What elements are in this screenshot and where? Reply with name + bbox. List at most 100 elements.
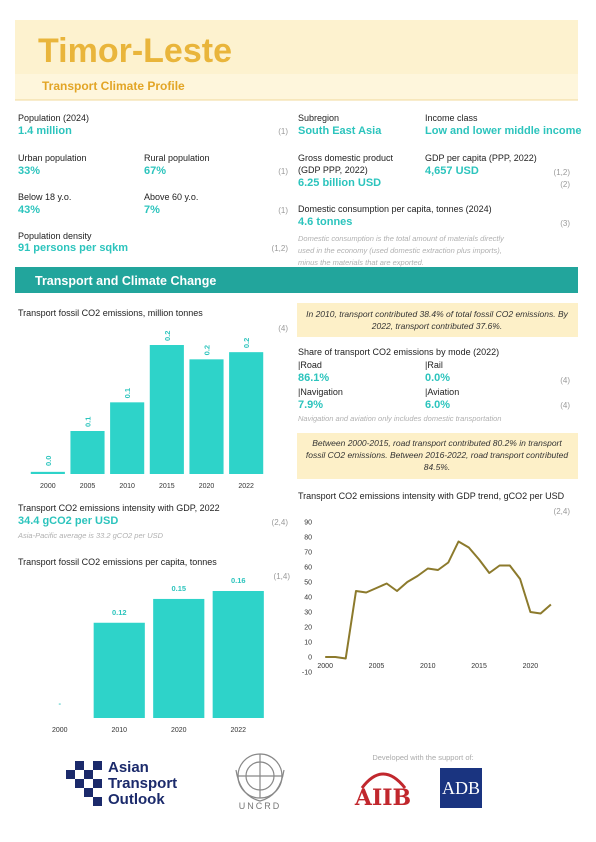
source-note: (2): [560, 180, 570, 189]
mode-label: |Navigation: [298, 387, 343, 397]
stat-value: 91 persons per sqkm: [18, 242, 128, 254]
x-tick-label: 2010: [420, 663, 436, 670]
bar: [70, 431, 105, 474]
x-tick-label: 2010: [111, 727, 127, 734]
value-label: 0.16: [231, 576, 246, 585]
bar: [30, 471, 65, 474]
callout-text: fossil CO2 emissions. Between 2016-2022,…: [306, 450, 568, 460]
x-tick-label: 2020: [199, 483, 215, 490]
bar: [212, 591, 264, 718]
source-note: (1): [278, 127, 288, 136]
callout-text: 84.5%.: [424, 462, 450, 472]
uncrd-emblem: [235, 753, 285, 802]
y-tick-label: 50: [304, 580, 312, 587]
stat-label: Gross domestic product: [298, 153, 394, 163]
logo-text: UNCRD: [239, 801, 282, 811]
stat-label: Subregion: [298, 113, 339, 123]
trend-line: [325, 540, 552, 660]
value-label: 0.12: [112, 608, 127, 617]
stat-value: 33%: [18, 165, 40, 177]
stat-value: 4.6 tonnes: [298, 216, 352, 228]
modes-title: Share of transport CO2 emissions by mode…: [298, 347, 499, 357]
x-tick-label: 2010: [119, 483, 135, 490]
value-label: 0.0: [44, 456, 53, 466]
stat-label: Population (2024): [18, 113, 89, 123]
value-label: 0.1: [123, 388, 132, 398]
stat-value: 7%: [144, 204, 160, 216]
stat-value: South East Asia: [298, 125, 382, 137]
logo-text: AIIB: [354, 785, 411, 811]
y-tick-label: 20: [304, 625, 312, 632]
note: Domestic consumption is the total amount…: [298, 234, 505, 243]
stat-value: 67%: [144, 165, 166, 177]
source-note: (1,4): [274, 572, 291, 581]
stat-label: Urban population: [18, 153, 87, 163]
value-label: 0.15: [171, 584, 186, 593]
section-title: Transport and Climate Change: [35, 274, 216, 288]
stat-value: 1.4 million: [18, 125, 72, 137]
value-label: 0.2: [163, 331, 172, 341]
page-subtitle: Transport Climate Profile: [42, 79, 185, 93]
page-title: Timor-Leste: [38, 32, 232, 70]
chart-title: Transport fossil CO2 emissions, million …: [18, 308, 203, 318]
callout-text: Between 2000-2015, road transport contri…: [312, 438, 562, 448]
x-tick-label: 2015: [159, 483, 175, 490]
callout-text: In 2010, transport contributed 38.4% of …: [306, 309, 568, 319]
stat-label: Rural population: [144, 153, 210, 163]
note: used in the economy (used domestic extra…: [298, 246, 502, 255]
bar: [93, 622, 145, 718]
source-note: (1): [278, 167, 288, 176]
x-tick-label: 2000: [40, 483, 56, 490]
logo-text: Outlook: [108, 791, 165, 808]
note: minus the materials that are exported.: [298, 258, 424, 267]
stat-label: Below 18 y.o.: [18, 192, 71, 202]
support-note: Developed with the support of:: [372, 753, 473, 762]
value-label: 0.2: [203, 345, 212, 355]
x-tick-label: 2022: [230, 727, 246, 734]
stat-value: 6.25 billion USD: [298, 177, 381, 189]
x-tick-label: 2022: [238, 483, 254, 490]
y-tick-label: 40: [304, 595, 312, 602]
source-note: (4): [278, 324, 288, 333]
y-tick-label: 0: [308, 655, 312, 662]
mode-value: 86.1%: [298, 372, 329, 384]
bar: [229, 352, 264, 474]
stat-value: 4,657 USD: [425, 165, 479, 177]
source-note: (1): [278, 206, 288, 215]
mode-label: |Road: [298, 360, 322, 370]
mode-value: 7.9%: [298, 399, 323, 411]
stat-label: Domestic consumption per capita, tonnes …: [298, 204, 492, 214]
y-tick-label: 70: [304, 550, 312, 557]
x-tick-label: 2015: [471, 663, 487, 670]
stat-label: Income class: [425, 113, 478, 123]
y-tick-label: 10: [304, 640, 312, 647]
y-tick-label: 60: [304, 565, 312, 572]
intensity-value: 34.4 gCO2 per USD: [18, 515, 118, 527]
note: Asia-Pacific average is 33.2 gCO2 per US…: [17, 531, 164, 540]
intensity-label: Transport CO2 emissions intensity with G…: [18, 503, 220, 513]
mode-label: |Aviation: [425, 387, 459, 397]
aiib-arc: [360, 772, 407, 789]
x-tick-label: 2005: [369, 663, 385, 670]
value-label: -: [59, 699, 62, 708]
bar: [189, 359, 224, 474]
note: Navigation and aviation only includes do…: [298, 414, 501, 423]
logo-text: ADB: [442, 778, 480, 798]
stat-value: Low and lower middle income: [425, 125, 581, 137]
x-tick-label: 2000: [317, 663, 333, 670]
section-band: [15, 267, 578, 293]
callout-text: 2022, transport contributed 37.6%.: [371, 321, 502, 331]
x-tick-label: 2020: [523, 663, 539, 670]
logo-text: Transport: [108, 775, 177, 792]
chart-title: Transport fossil CO2 emissions per capit…: [18, 557, 217, 567]
subtitle-band: [15, 74, 578, 100]
y-tick-label: -10: [302, 670, 312, 677]
bar: [153, 598, 205, 718]
ato-icon: [66, 761, 102, 806]
stat-value: 43%: [18, 204, 40, 216]
x-tick-label: 2000: [52, 727, 68, 734]
y-tick-label: 80: [304, 535, 312, 542]
source-note: (3): [560, 219, 570, 228]
value-label: 0.1: [84, 417, 93, 427]
